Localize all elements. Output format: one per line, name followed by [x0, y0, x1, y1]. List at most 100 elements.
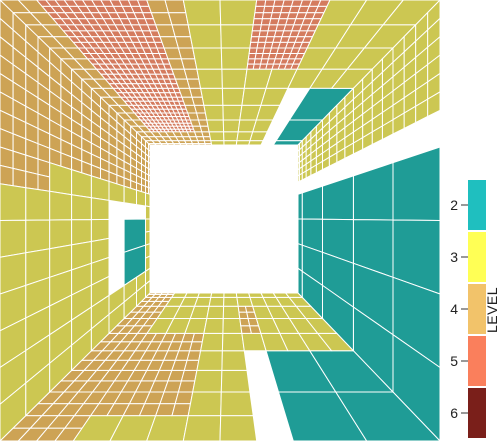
top-wall-tile [183, 68, 200, 80]
top-wall-tile [210, 140, 225, 146]
left-wall-tile [90, 197, 110, 221]
top-wall-tile [255, 104, 281, 121]
left-wall-tile [145, 192, 151, 208]
top-wall-tile [248, 140, 264, 146]
legend-label-level-3: 3 [450, 249, 458, 265]
top-wall-tile [223, 131, 239, 142]
right-wall-tile [392, 146, 441, 222]
top-wall-tile [219, 0, 258, 26]
left-wall-tile [49, 190, 73, 221]
bottom-wall-tile [223, 296, 239, 307]
top-wall-tile [235, 140, 251, 146]
left-wall-tile [136, 189, 146, 207]
legend-label-level-6: 6 [450, 405, 458, 421]
left-wall-tile [145, 218, 151, 233]
bottom-wall-tile [222, 305, 241, 319]
top-wall-tile [199, 87, 224, 106]
left-wall-tile [37, 173, 51, 192]
bottom-wall-tile [199, 332, 224, 352]
top-wall-tile [196, 68, 223, 89]
top-wall-tile [222, 119, 241, 133]
bottom-wall-tile [223, 292, 238, 298]
bottom-wall-tile [197, 292, 213, 298]
top-wall-tile [272, 140, 304, 146]
top-wall-tile [177, 47, 196, 60]
left-wall-tile [0, 146, 14, 170]
bottom-wall-tile [187, 391, 222, 417]
top-wall-tile [203, 104, 224, 121]
bottom-wall-tile [219, 415, 258, 441]
top-wall-tile [220, 47, 251, 70]
legend-label-level-5: 5 [450, 353, 458, 369]
legend-title: LEVEL [484, 287, 500, 333]
bottom-wall-tile [177, 380, 196, 393]
top-wall-tile [204, 143, 213, 146]
bottom-wall-tile [192, 369, 223, 393]
bottom-wall-tile [220, 391, 254, 417]
left-wall-tile [145, 230, 151, 246]
left-wall-tile [25, 219, 51, 254]
bottom-wall-tile [208, 296, 225, 307]
left-wall-tile [25, 170, 39, 191]
bottom-wall-tile [193, 296, 212, 307]
top-wall-tile [252, 119, 274, 133]
top-wall-tile [221, 87, 245, 106]
right-wall-tile [301, 170, 307, 181]
top-wall-tile [192, 47, 223, 70]
bottom-wall-tile [235, 292, 251, 298]
top-wall-tile [191, 143, 201, 146]
top-wall-tile [198, 143, 207, 146]
right-wall-tile [297, 242, 303, 273]
legend-swatch-level-2 [468, 180, 486, 230]
top-wall-tile [187, 24, 222, 49]
top-wall-tile [164, 0, 187, 14]
left-wall-tile [145, 205, 151, 220]
left-wall-tile [90, 218, 110, 243]
left-wall-tile [0, 164, 14, 187]
left-wall-tile [12, 167, 27, 189]
bottom-wall-tile [183, 359, 200, 371]
top-wall-tile [180, 58, 198, 70]
legend-swatch-level-4 [468, 284, 486, 334]
bottom-wall-tile [174, 391, 194, 405]
top-wall-tile [208, 131, 225, 142]
right-wall-tile [352, 162, 394, 221]
left-wall-tile [71, 194, 92, 221]
bottom-wall-tile [220, 369, 251, 393]
top-wall-tile [223, 140, 238, 146]
top-wall-tile [221, 68, 248, 89]
bottom-wall-tile [171, 403, 192, 417]
left-wall-tile [25, 187, 51, 221]
top-wall-tile [249, 131, 268, 142]
top-wall-tile [222, 104, 243, 121]
bottom-wall-tile [203, 318, 224, 334]
top-wall-tile [260, 87, 289, 106]
top-wall-tile [182, 0, 222, 26]
bottom-wall-tile [182, 415, 222, 441]
left-wall-tile [49, 219, 73, 250]
legend-swatch-level-5 [468, 336, 486, 386]
right-wall-tile [322, 175, 354, 221]
legend-label-level-4: 4 [450, 301, 458, 317]
level-legend: LEVEL 2 3 4 5 6 [450, 180, 500, 438]
right-wall-tile [297, 192, 303, 220]
top-wall-tile [174, 36, 194, 49]
right-wall-tile [297, 174, 300, 183]
bottom-wall-tile [180, 369, 198, 382]
legend-swatch-level-6 [468, 388, 486, 438]
left-wall-tile [0, 183, 27, 222]
top-wall-tile [220, 24, 254, 49]
legend-label-level-2: 2 [450, 197, 458, 213]
corridor-walls [0, 0, 441, 441]
bottom-wall-tile [222, 318, 243, 334]
top-wall-tile [206, 119, 225, 133]
top-wall-tile [171, 24, 192, 38]
bottom-wall-tile [210, 292, 225, 298]
top-wall-tile [167, 12, 189, 26]
right-wall-tile [297, 218, 303, 246]
bottom-wall-tile [196, 350, 223, 371]
left-wall-tile [0, 219, 27, 258]
left-wall-tile [71, 219, 92, 246]
bottom-wall-tile [221, 332, 245, 352]
